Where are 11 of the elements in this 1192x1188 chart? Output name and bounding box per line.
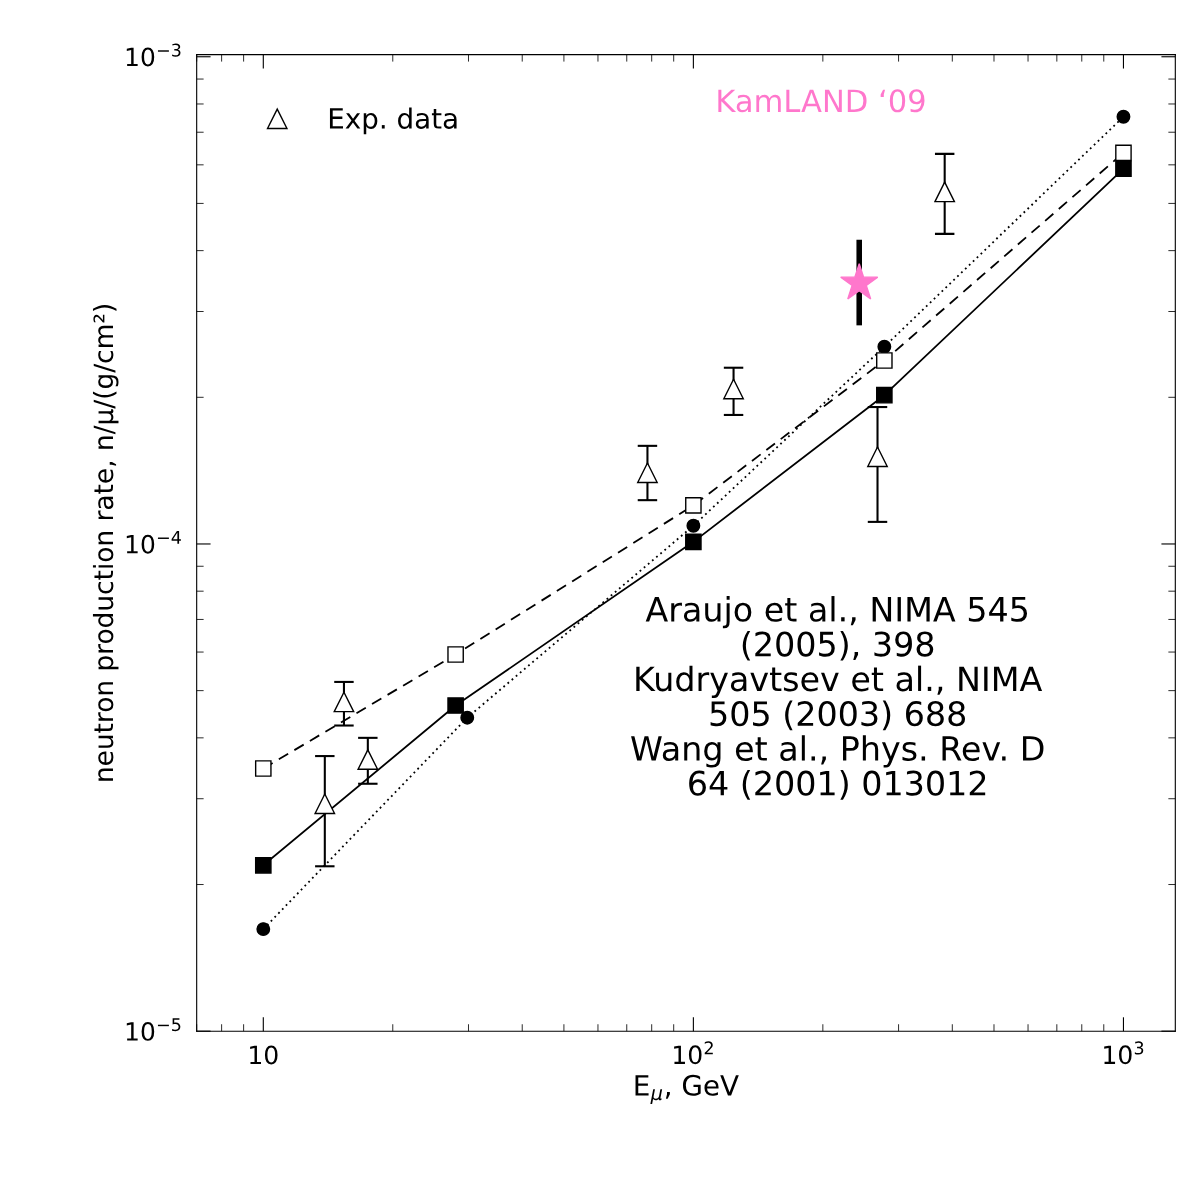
x-tick-label: 10 [250,1045,278,1065]
annotation: Araujo et al., NIMA 545 (2005), 398 Kudryavtsev et al., NIMA 505 (2003) 688 Wang et al., Phys. Rev. D 64 (2001) 013012 [631,596,1044,800]
x-tick-label: 10$^{3}$ [1104,1041,1144,1065]
y-tick-label: 10$^{−5}$ [126,1018,181,1041]
y-tick-label: 10$^{−3}$ [126,43,181,67]
y-axis-title: neutron production rate, n/μ/(g/cm²) [92,305,119,781]
legend-label: Exp. data [329,107,457,135]
y-tick-label: 10$^{−4}$ [126,530,181,554]
text: KamLAND ‘09 [718,89,925,113]
x-axis-title: E$_{μ}$, GeV [635,1074,739,1105]
x-tick-label: 10$^{2}$ [674,1041,713,1065]
